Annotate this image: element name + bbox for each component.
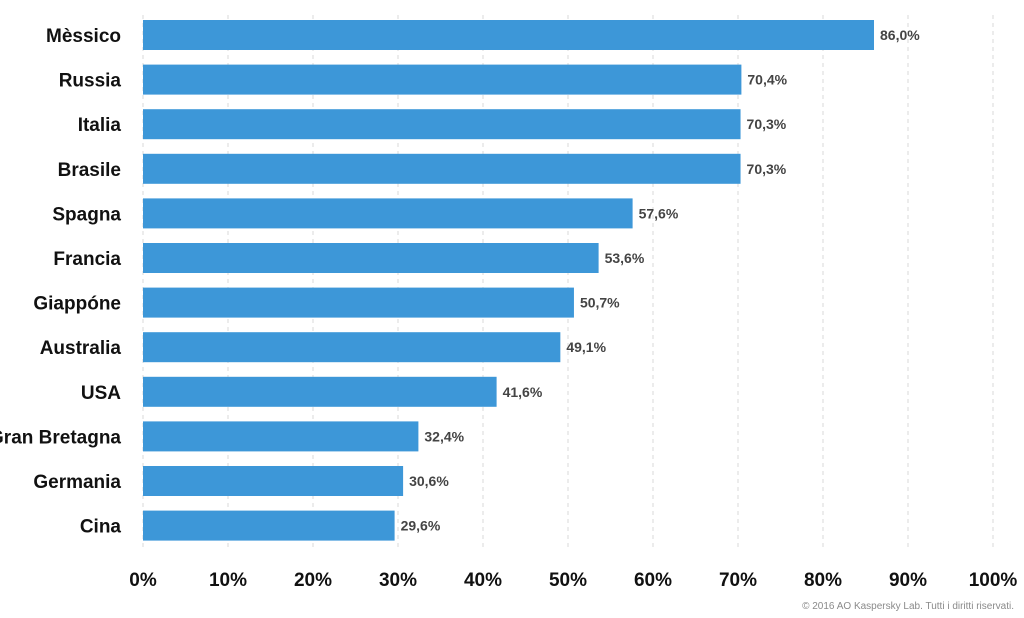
bar: [143, 376, 497, 407]
value-label: 57,6%: [639, 205, 679, 221]
category-label: Germania: [33, 472, 121, 493]
value-label: 70,3%: [747, 116, 787, 132]
bars: [143, 20, 874, 541]
category-label: Francia: [53, 249, 121, 270]
category-label: Mèssico: [46, 26, 121, 47]
x-tick-label: 50%: [549, 570, 587, 591]
category-label: Gran Bretagna: [0, 427, 121, 448]
bar: [143, 243, 599, 273]
category-label: USA: [81, 383, 121, 404]
bar: [143, 198, 633, 229]
x-tick-label: 30%: [379, 570, 417, 591]
x-tick-label: 90%: [889, 570, 927, 591]
bar: [143, 64, 742, 95]
value-label: 29,6%: [401, 518, 441, 534]
category-label: Italia: [78, 115, 122, 136]
bar: [143, 421, 419, 452]
x-axis-tick-labels: 0% 10% 20% 30% 40% 50% 60% 70% 80% 90% 100%: [129, 570, 1017, 591]
category-label: Spagna: [52, 204, 121, 225]
gridlines: [142, 15, 994, 548]
bar: [143, 287, 574, 318]
x-tick-label: 100%: [969, 570, 1018, 591]
category-label: Russia: [59, 71, 122, 92]
category-label: Cina: [80, 517, 122, 538]
x-tick-label: 40%: [464, 570, 502, 591]
category-label: Brasile: [58, 160, 121, 181]
bar: [143, 332, 561, 363]
category-labels: Mèssico Russia Italia Brasile Spagna Francia G…: [0, 26, 121, 538]
value-label: 70,4%: [747, 72, 787, 88]
bar: [143, 109, 741, 140]
x-tick-label: 10%: [209, 570, 247, 591]
value-label: 32,4%: [424, 428, 464, 444]
value-label: 30,6%: [409, 473, 449, 489]
bar: [143, 20, 874, 50]
value-label: 70,3%: [747, 161, 787, 177]
x-tick-label: 20%: [294, 570, 332, 591]
value-label: 53,6%: [605, 250, 645, 266]
copyright-notice: © 2016 AO Kaspersky Lab. Tutti i diritti…: [802, 601, 1014, 612]
value-label: 49,1%: [566, 339, 606, 355]
category-label: Giappóne: [33, 294, 121, 315]
x-tick-label: 80%: [804, 570, 842, 591]
category-label: Australia: [40, 338, 122, 359]
value-label: 50,7%: [580, 295, 620, 311]
value-label: 86,0%: [880, 27, 920, 43]
value-label: 41,6%: [503, 384, 543, 400]
x-tick-label: 0%: [129, 570, 157, 591]
bar: [143, 510, 395, 541]
value-labels: 86,0% 70,4% 70,3% 70,3% 57,6% 53,6% 50,7% 49,1%…: [401, 27, 921, 534]
x-tick-label: 70%: [719, 570, 757, 591]
bar: [143, 466, 404, 496]
x-tick-label: 60%: [634, 570, 672, 591]
bar: [143, 153, 741, 184]
